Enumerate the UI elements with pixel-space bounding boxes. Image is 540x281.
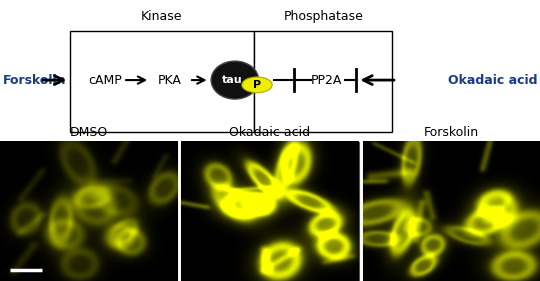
Bar [254, 31, 392, 132]
Text: Phosphatase: Phosphatase [284, 10, 364, 23]
Text: tau: tau [222, 75, 242, 85]
Bar [0, 142, 177, 281]
Text: cAMP: cAMP [89, 74, 122, 87]
Bar [70, 31, 254, 132]
Text: Forskolin: Forskolin [3, 74, 66, 87]
Bar [181, 142, 359, 281]
Ellipse shape [211, 61, 259, 99]
Text: Okadaic acid: Okadaic acid [448, 74, 537, 87]
Text: Forskolin: Forskolin [424, 126, 479, 139]
Bar [363, 142, 540, 281]
Text: P: P [253, 80, 261, 90]
Text: Kinase: Kinase [141, 10, 183, 23]
Text: PKA: PKA [158, 74, 182, 87]
Text: PP2A: PP2A [310, 74, 342, 87]
Text: DMSO: DMSO [70, 126, 107, 139]
Text: Okadaic acid: Okadaic acid [230, 126, 310, 139]
Circle shape [242, 77, 272, 93]
